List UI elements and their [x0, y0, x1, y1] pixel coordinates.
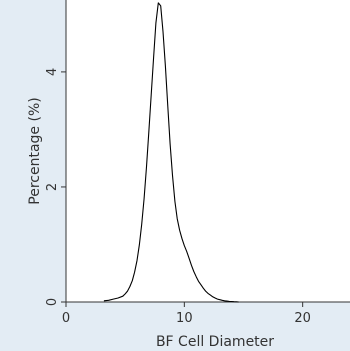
- x-tick-label: 10: [176, 311, 193, 326]
- x-tick-label: 0: [62, 311, 70, 326]
- y-axis-label: Percentage (%): [27, 97, 43, 204]
- y-tick-label: 2: [45, 183, 60, 191]
- x-tick-label: 20: [294, 311, 311, 326]
- x-axis-label: BF Cell Diameter: [156, 334, 274, 350]
- y-tick-label: 4: [45, 68, 60, 76]
- y-tick-label: 0: [45, 298, 60, 306]
- x-axis-ticks: 0 10 20: [62, 302, 311, 326]
- series-line: [103, 2, 239, 303]
- y-axis-ticks: 0 2 4: [45, 68, 66, 306]
- plot-area: [66, 0, 350, 302]
